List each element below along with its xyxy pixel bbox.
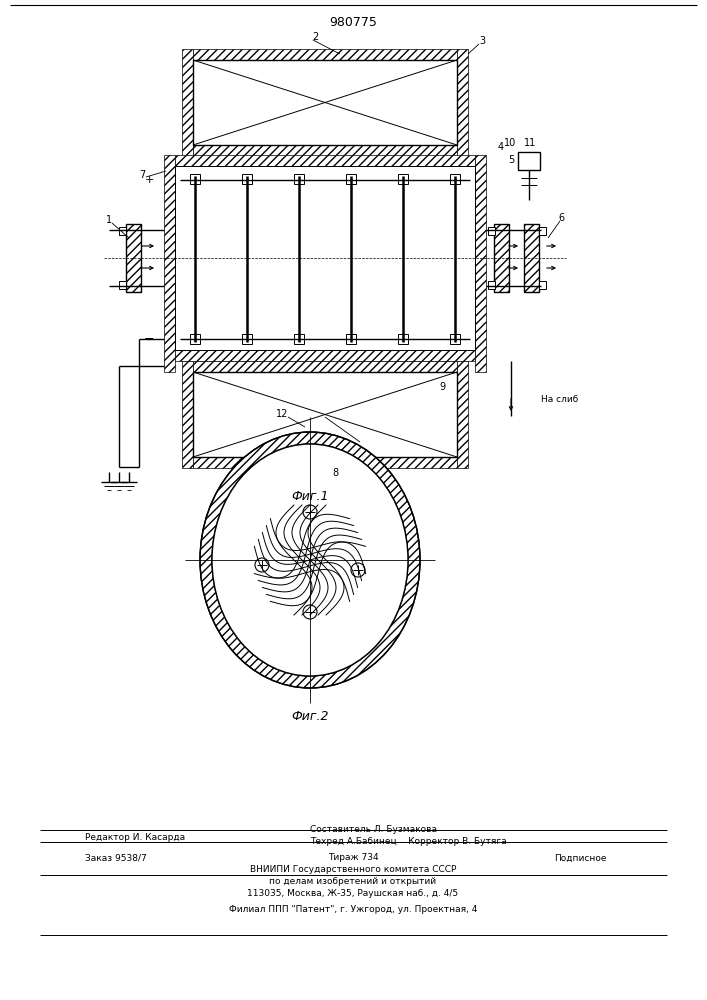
Bar	[494, 224, 509, 292]
Bar	[175, 166, 475, 350]
Text: 11: 11	[524, 138, 536, 148]
Bar	[190, 334, 200, 344]
Bar	[193, 49, 457, 60]
Text: 6: 6	[558, 213, 564, 223]
Bar	[475, 155, 486, 372]
Bar	[175, 350, 475, 361]
Bar	[539, 227, 546, 235]
Bar	[175, 155, 475, 166]
Bar	[193, 457, 457, 468]
Text: Фиг.1: Фиг.1	[291, 489, 329, 502]
Text: ВНИИПИ Государственного комитета СССР: ВНИИПИ Государственного комитета СССР	[250, 865, 456, 874]
Bar	[398, 334, 408, 344]
Text: Заказ 9538/7: Заказ 9538/7	[85, 854, 147, 862]
Text: Тираж 734: Тираж 734	[327, 854, 378, 862]
Text: 113035, Москва, Ж-35, Раушская наб., д. 4/5: 113035, Москва, Ж-35, Раушская наб., д. …	[247, 890, 459, 898]
Bar	[193, 60, 457, 145]
Bar	[539, 281, 546, 289]
Bar	[182, 49, 193, 156]
Text: 9: 9	[439, 382, 445, 392]
Bar	[182, 361, 193, 468]
Text: по делам изобретений и открытий: по делам изобретений и открытий	[269, 878, 436, 886]
Text: 10: 10	[504, 138, 516, 148]
Bar	[524, 224, 539, 292]
Bar	[524, 224, 539, 292]
Bar	[119, 281, 126, 289]
Text: Подписное: Подписное	[554, 854, 606, 862]
Bar	[346, 174, 356, 184]
Ellipse shape	[212, 444, 408, 676]
Bar	[119, 227, 126, 235]
Bar	[190, 174, 200, 184]
Bar	[193, 361, 457, 372]
Text: 7: 7	[139, 170, 145, 180]
Text: +: +	[145, 175, 154, 185]
Ellipse shape	[212, 444, 408, 676]
Text: 4: 4	[498, 142, 504, 152]
Bar	[126, 224, 141, 292]
Text: Составитель Л. Бузмакова: Составитель Л. Бузмакова	[310, 826, 437, 834]
Text: 1: 1	[106, 215, 112, 225]
Text: Редактор И. Касарда: Редактор И. Касарда	[85, 832, 185, 842]
Bar	[450, 334, 460, 344]
Bar	[294, 174, 304, 184]
Bar	[193, 372, 457, 457]
Bar	[488, 227, 495, 235]
Bar	[488, 281, 495, 289]
Bar	[193, 145, 457, 156]
Bar	[457, 361, 468, 468]
Bar	[242, 174, 252, 184]
Text: 8: 8	[332, 468, 338, 478]
Text: 2: 2	[312, 32, 318, 42]
Text: На слиб: На слиб	[541, 394, 578, 403]
Text: Фиг.2: Фиг.2	[291, 710, 329, 722]
Bar	[398, 174, 408, 184]
Text: 12: 12	[276, 409, 288, 419]
Ellipse shape	[200, 432, 420, 688]
Text: Техред А.Бабинец    Корректор В. Бутяга: Техред А.Бабинец Корректор В. Бутяга	[310, 838, 507, 846]
Bar	[294, 334, 304, 344]
Text: 5: 5	[508, 155, 514, 165]
Text: 980775: 980775	[329, 15, 377, 28]
Text: 3: 3	[479, 36, 485, 46]
Bar	[126, 224, 141, 292]
Text: Филиал ППП "Патент", г. Ужгород, ул. Проектная, 4: Филиал ППП "Патент", г. Ужгород, ул. Про…	[229, 906, 477, 914]
Bar	[242, 334, 252, 344]
Text: −: −	[144, 332, 154, 346]
Bar	[346, 334, 356, 344]
Bar	[164, 155, 175, 372]
Bar	[450, 174, 460, 184]
Bar	[457, 49, 468, 156]
Bar	[494, 224, 509, 292]
Bar	[518, 152, 540, 170]
